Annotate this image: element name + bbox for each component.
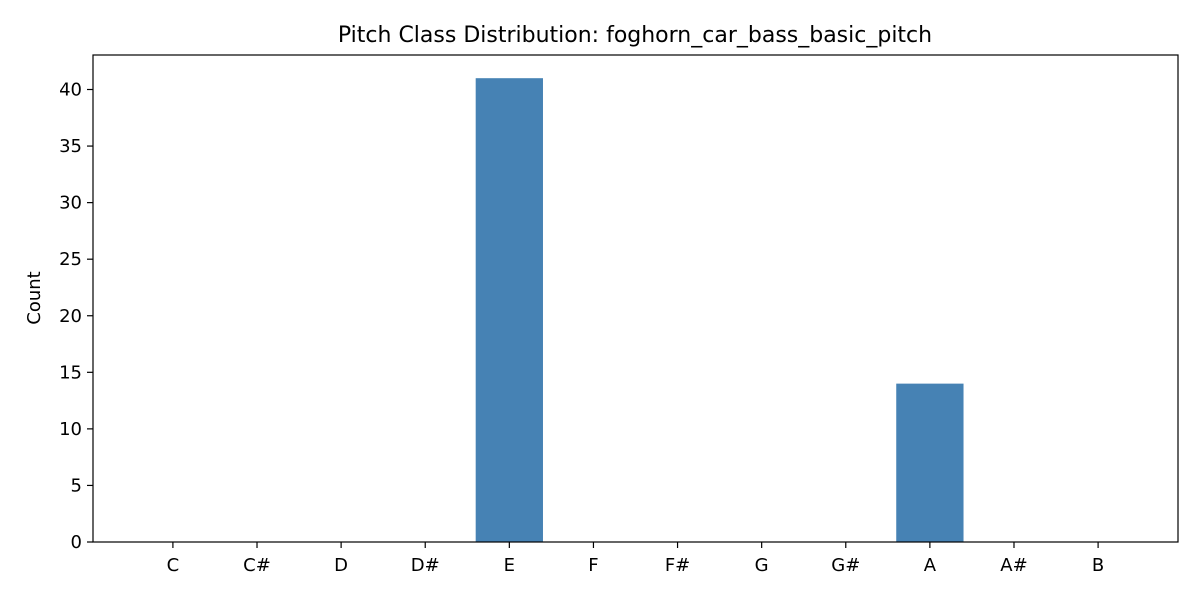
y-tick-label: 40 (59, 80, 82, 101)
bar-e (475, 78, 543, 542)
y-axis-ticks: 0 5 10 15 20 25 30 35 40 (59, 80, 93, 553)
x-tick-label: C# (243, 555, 271, 576)
x-tick-label: D (334, 555, 348, 576)
chart-title: Pitch Class Distribution: foghorn_car_ba… (338, 23, 932, 48)
y-tick-label: 5 (71, 475, 82, 496)
y-tick-label: 30 (59, 193, 82, 214)
x-tick-label: D# (411, 555, 440, 576)
bars-group (475, 78, 964, 542)
y-tick-label: 15 (59, 362, 82, 383)
x-tick-label: B (1092, 555, 1104, 576)
x-tick-label: F (588, 555, 598, 576)
y-axis-label: Count (24, 271, 45, 324)
x-axis-ticks: C C# D D# E F F# G G# A A# B (167, 542, 1104, 576)
y-tick-label: 35 (59, 136, 82, 157)
y-tick-label: 25 (59, 249, 82, 270)
x-tick-label: F# (665, 555, 690, 576)
y-tick-label: 10 (59, 419, 82, 440)
plot-area-frame (92, 54, 1179, 543)
x-tick-label: C (167, 555, 180, 576)
x-tick-label: A# (1000, 555, 1027, 576)
x-tick-label: G# (831, 555, 860, 576)
bar-a (896, 383, 964, 542)
x-tick-label: E (504, 555, 515, 576)
x-tick-label: G (755, 555, 769, 576)
x-tick-label: A (924, 555, 937, 576)
y-tick-label: 0 (71, 532, 82, 553)
y-tick-label: 20 (59, 306, 82, 327)
